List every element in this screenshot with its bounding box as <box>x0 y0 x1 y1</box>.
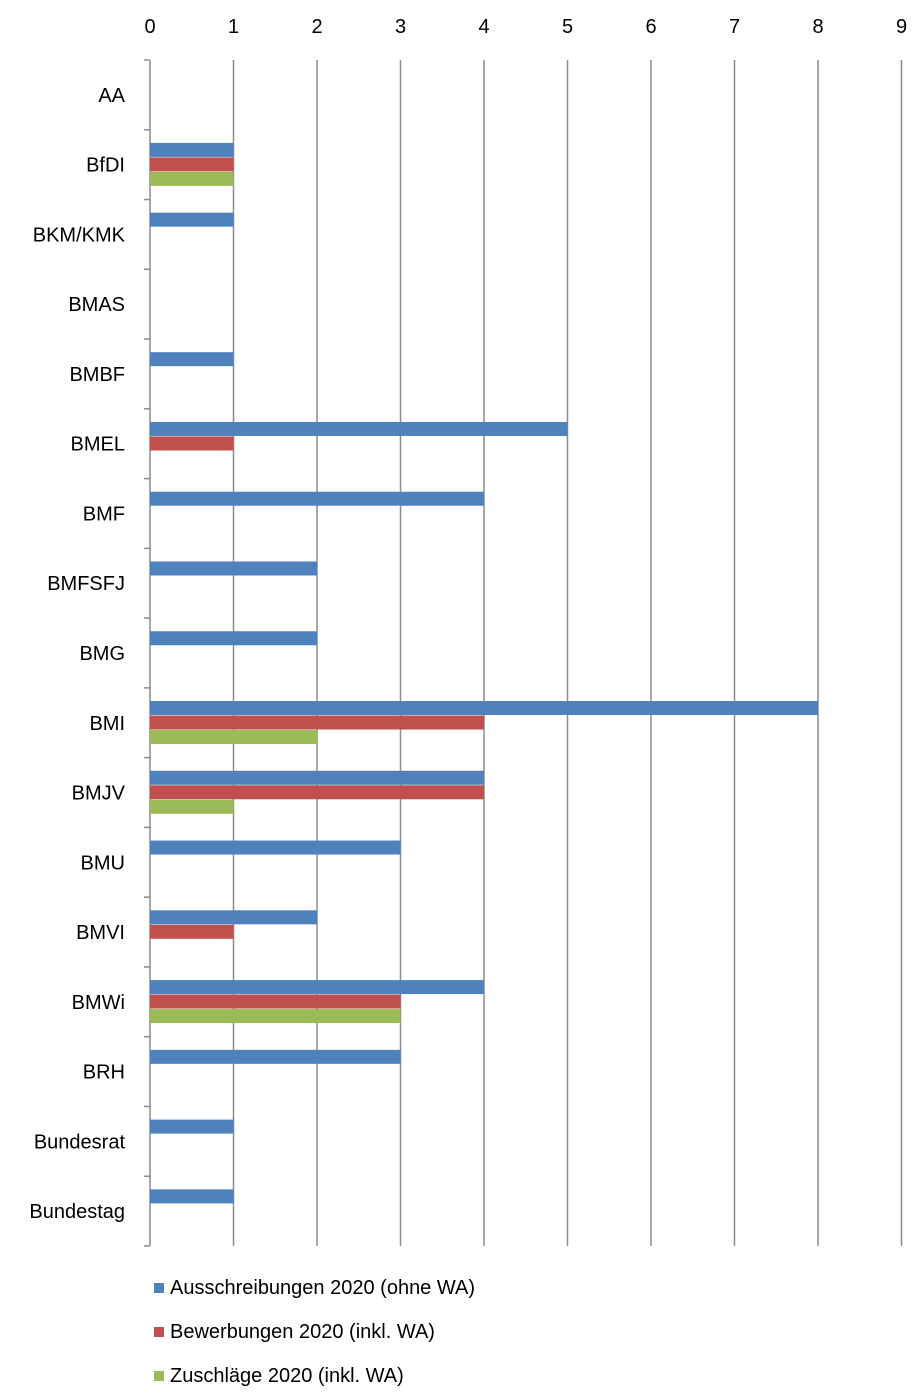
bar-ausschreibungen <box>150 631 317 646</box>
bar-ausschreibungen <box>150 1049 401 1064</box>
bar-ausschreibungen <box>150 980 484 995</box>
bar-ausschreibungen <box>150 352 234 367</box>
category-label: BMAS <box>68 294 125 316</box>
bar-ausschreibungen <box>150 701 818 716</box>
category-axis <box>144 59 151 1247</box>
bar-zuschlaege <box>150 171 234 186</box>
bar-ausschreibungen <box>150 1189 234 1204</box>
bar-bewerbungen <box>150 924 234 939</box>
legend-label-bewerbungen: Bewerbungen 2020 (inkl. WA) <box>170 1320 435 1343</box>
bar-ausschreibungen <box>150 840 401 855</box>
legend-label-ausschreibungen: Ausschreibungen 2020 (ohne WA) <box>170 1276 475 1299</box>
bar-ausschreibungen <box>150 142 234 157</box>
category-label: BKM/KMK <box>33 224 126 246</box>
legend-swatch-zuschlaege <box>154 1371 164 1381</box>
x-tick-label-1: 1 <box>228 16 239 38</box>
bar-bewerbungen <box>150 715 484 730</box>
category-label: BMF <box>83 503 125 525</box>
bars <box>150 142 818 1204</box>
legend-item-bewerbungen: Bewerbungen 2020 (inkl. WA) <box>154 1312 475 1352</box>
category-label: BMVI <box>76 922 125 944</box>
bar-chart: 0 1 2 3 4 5 6 7 8 9 AA BfDI BKM/KMK BMAS BMBF BMEL BMF B… <box>29 16 907 1247</box>
x-tick-label-9: 9 <box>896 16 907 38</box>
bar-ausschreibungen <box>150 910 317 925</box>
bar-zuschlaege <box>150 730 317 745</box>
x-tick-label-3: 3 <box>395 16 406 38</box>
legend: Ausschreibungen 2020 (ohne WA) Bewerbung… <box>154 1268 475 1400</box>
category-labels: AA BfDI BKM/KMK BMAS BMBF BMEL BMF BMFSFJ BMG BMI… <box>29 85 125 1223</box>
bar-ausschreibungen <box>150 212 234 227</box>
category-label: BMFSFJ <box>47 573 125 595</box>
category-label: BMG <box>79 643 125 665</box>
bar-bewerbungen <box>150 157 234 172</box>
bar-ausschreibungen <box>150 1119 234 1134</box>
x-tick-label-7: 7 <box>729 16 740 38</box>
bar-ausschreibungen <box>150 421 568 436</box>
x-tick-labels: 0 1 2 3 4 5 6 7 8 9 <box>144 16 907 38</box>
category-label: BMBF <box>69 364 125 386</box>
category-label: BMEL <box>71 434 125 456</box>
category-label: Bundestag <box>29 1201 125 1223</box>
bar-ausschreibungen <box>150 561 317 576</box>
x-tick-label-2: 2 <box>311 16 322 38</box>
bar-ausschreibungen <box>150 770 484 785</box>
x-tick-label-4: 4 <box>478 16 489 38</box>
category-label: BMI <box>89 713 125 735</box>
x-tick-label-0: 0 <box>144 16 155 38</box>
category-label: BRH <box>83 1062 125 1084</box>
category-label: BMU <box>81 852 125 874</box>
x-tick-label-5: 5 <box>562 16 573 38</box>
x-tick-label-8: 8 <box>812 16 823 38</box>
category-label: BMWi <box>72 992 125 1014</box>
category-label: BMJV <box>72 783 126 805</box>
category-label: Bundesrat <box>34 1131 126 1153</box>
bar-ausschreibungen <box>150 491 484 506</box>
category-label: BfDI <box>86 155 125 177</box>
legend-item-ausschreibungen: Ausschreibungen 2020 (ohne WA) <box>154 1268 475 1308</box>
legend-item-zuschlaege: Zuschläge 2020 (inkl. WA) <box>154 1356 475 1396</box>
legend-swatch-bewerbungen <box>154 1327 164 1337</box>
category-label: AA <box>98 85 125 107</box>
legend-swatch-ausschreibungen <box>154 1283 164 1293</box>
x-tick-label-6: 6 <box>645 16 656 38</box>
gridlines <box>232 60 903 1246</box>
bar-bewerbungen <box>150 994 401 1009</box>
bar-bewerbungen <box>150 785 484 800</box>
bar-zuschlaege <box>150 799 234 814</box>
bar-bewerbungen <box>150 436 234 451</box>
legend-label-zuschlaege: Zuschläge 2020 (inkl. WA) <box>170 1364 404 1387</box>
bar-zuschlaege <box>150 1009 401 1024</box>
